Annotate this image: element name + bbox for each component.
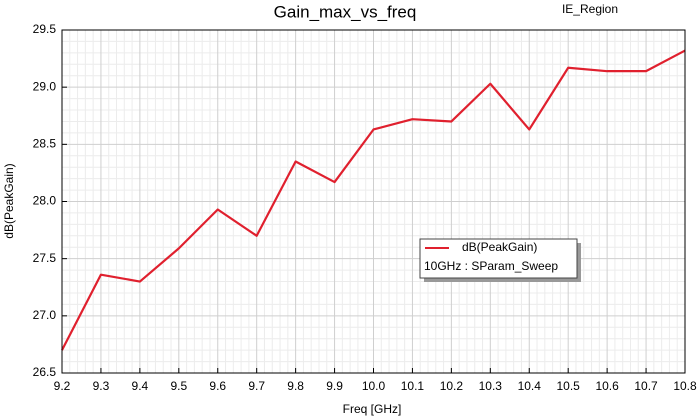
x-tick-label: 9.8 xyxy=(287,379,304,393)
y-tick-label: 29.5 xyxy=(33,22,57,36)
chart-title: Gain_max_vs_freq xyxy=(274,2,417,21)
plot xyxy=(61,49,686,351)
y-tick-label: 27.5 xyxy=(33,251,57,265)
y-tick-label: 27.0 xyxy=(33,308,57,322)
x-tick-label: 10.2 xyxy=(440,379,464,393)
x-tick-label: 9.2 xyxy=(54,379,71,393)
grid xyxy=(61,29,686,374)
y-tick-label: 28.5 xyxy=(33,137,57,151)
x-tick-label: 10.7 xyxy=(634,379,658,393)
x-tick-label: 9.6 xyxy=(209,379,226,393)
legend-box xyxy=(419,238,578,279)
x-tick-label: 10.1 xyxy=(401,379,425,393)
legend-entry: dB(PeakGain) xyxy=(462,240,537,254)
y-tick-label: 28.0 xyxy=(33,194,57,208)
x-tick-label: 10.6 xyxy=(595,379,619,393)
plot-frame xyxy=(61,29,686,374)
y-tick-label: 26.5 xyxy=(33,365,57,379)
data-line xyxy=(61,49,686,351)
x-tick-label: 9.7 xyxy=(248,379,265,393)
y-axis-label: dB(PeakGain) xyxy=(2,163,16,238)
x-tick-label: 9.3 xyxy=(93,379,110,393)
x-tick-label: 10.3 xyxy=(479,379,503,393)
x-tick-label: 10.5 xyxy=(557,379,581,393)
x-tick-label: 10.0 xyxy=(362,379,386,393)
x-tick-label: 10.4 xyxy=(518,379,542,393)
x-tick-label: 9.4 xyxy=(132,379,149,393)
y-tick-label: 29.0 xyxy=(33,79,57,93)
legend-sweep: 10GHz : SParam_Sweep xyxy=(424,259,558,273)
legend: dB(PeakGain) 10GHz : SParam_Sweep xyxy=(419,238,581,282)
x-tick-label: 9.9 xyxy=(326,379,343,393)
x-tick-label: 10.8 xyxy=(673,379,697,393)
chart-subtitle: IE_Region xyxy=(562,2,618,16)
x-tick-label: 9.5 xyxy=(170,379,187,393)
x-axis-label: Freq [GHz] xyxy=(343,402,402,416)
